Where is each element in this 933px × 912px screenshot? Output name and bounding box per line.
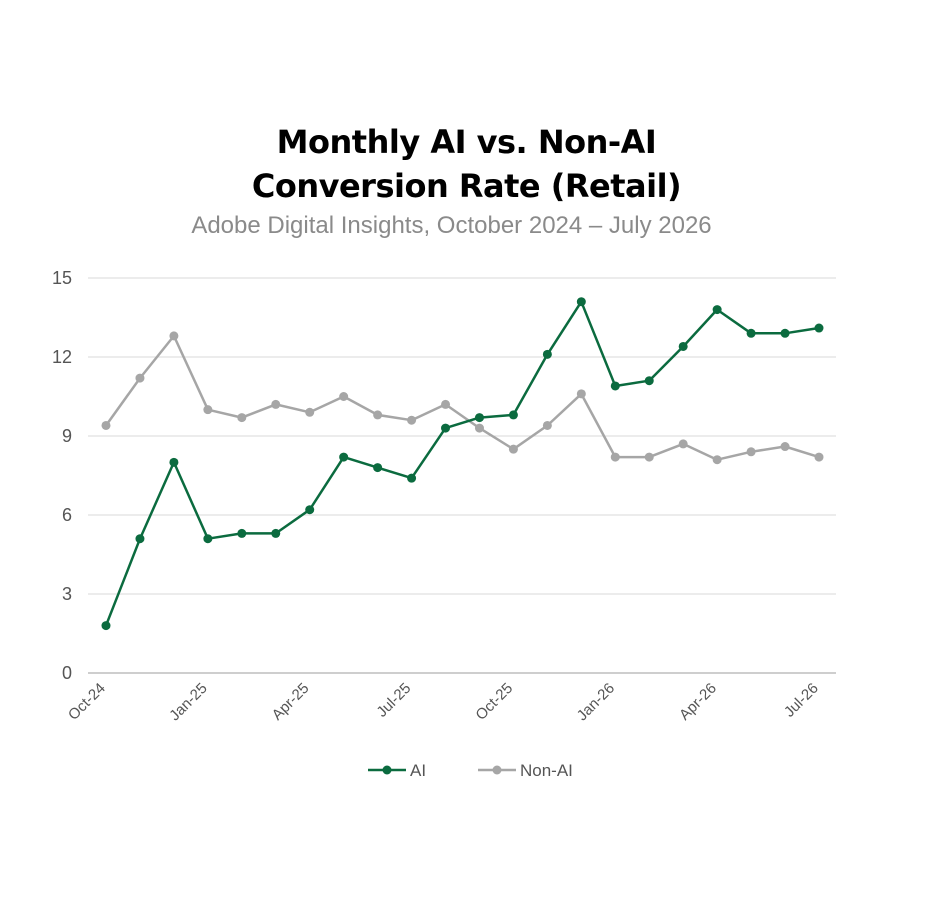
legend-item-non-ai: Non-AI — [478, 761, 573, 780]
x-tick-label: Jul-26 — [781, 680, 822, 721]
data-point-non-ai — [407, 415, 417, 425]
legend-label: AI — [410, 761, 426, 780]
y-axis-ticks: 0 3 6 9 12 15 — [52, 268, 72, 683]
y-tick-label: 6 — [62, 505, 72, 525]
data-point-ai — [101, 621, 111, 631]
data-point-ai — [780, 328, 790, 338]
x-tick-label: Oct-25 — [472, 680, 516, 724]
data-point-non-ai — [305, 407, 315, 417]
y-tick-label: 15 — [52, 268, 72, 288]
series-line-ai — [104, 300, 820, 627]
y-tick-label: 12 — [52, 347, 72, 367]
data-point-non-ai — [271, 399, 281, 409]
legend-swatch-marker — [382, 765, 392, 775]
data-point-non-ai — [610, 452, 620, 462]
data-point-ai — [814, 323, 824, 333]
chart-title: Monthly AI vs. Non-AI Conversion Rate (R… — [0, 120, 933, 208]
data-point-non-ai — [169, 331, 179, 341]
x-tick-label: Apr-26 — [676, 680, 720, 724]
data-point-ai — [339, 452, 349, 462]
data-point-ai — [678, 341, 688, 351]
series-line-non-ai — [104, 334, 820, 461]
data-point-non-ai — [237, 413, 247, 423]
data-point-ai — [474, 413, 484, 423]
x-tick-label: Apr-25 — [269, 680, 313, 724]
data-point-non-ai — [101, 420, 111, 430]
data-point-ai — [746, 328, 756, 338]
data-point-ai — [644, 376, 654, 386]
data-point-non-ai — [542, 420, 552, 430]
x-tick-label: Jan-25 — [166, 680, 210, 724]
chart-title-line-2: Conversion Rate (Retail) — [251, 167, 682, 205]
data-point-non-ai — [135, 373, 145, 383]
data-point-ai — [169, 457, 179, 467]
x-axis-ticks: Oct-24 Jan-25 Apr-25 Jul-25 Oct-25 Jan-26 Apr-… — [65, 680, 822, 724]
y-tick-label: 3 — [62, 584, 72, 604]
x-tick-label: Jan-26 — [574, 680, 618, 724]
data-point-non-ai — [576, 389, 586, 399]
data-point-non-ai — [746, 447, 756, 457]
chart-title-line-1: Monthly AI vs. Non-AI — [276, 123, 657, 161]
series-non-ai — [101, 331, 824, 465]
y-tick-label: 0 — [62, 663, 72, 683]
series-ai — [101, 297, 824, 631]
data-point-non-ai — [508, 444, 518, 454]
data-point-non-ai — [712, 455, 722, 465]
data-point-non-ai — [780, 442, 790, 452]
x-tick-label: Jul-25 — [373, 680, 414, 721]
legend: AI Non-AI — [368, 761, 573, 780]
legend-item-ai: AI — [368, 761, 426, 780]
legend-swatch-marker — [492, 765, 502, 775]
x-tick-label: Oct-24 — [65, 680, 109, 724]
data-point-ai — [712, 305, 722, 315]
data-point-non-ai — [373, 410, 383, 420]
data-point-non-ai — [441, 399, 451, 409]
data-point-non-ai — [644, 452, 654, 462]
data-point-non-ai — [814, 452, 824, 462]
y-tick-label: 9 — [62, 426, 72, 446]
data-point-ai — [135, 534, 145, 544]
data-point-ai — [237, 528, 247, 538]
data-point-ai — [407, 473, 417, 483]
data-point-non-ai — [339, 392, 349, 401]
series-lines — [101, 297, 824, 631]
data-point-non-ai — [203, 405, 213, 415]
legend-label: Non-AI — [520, 761, 573, 780]
data-point-ai — [203, 534, 213, 544]
data-point-ai — [610, 381, 620, 391]
data-point-ai — [373, 463, 383, 473]
data-point-ai — [441, 423, 451, 433]
data-point-non-ai — [678, 439, 688, 449]
data-point-ai — [576, 297, 586, 307]
data-point-ai — [542, 349, 552, 359]
data-point-ai — [305, 505, 315, 515]
data-point-non-ai — [474, 423, 484, 433]
data-point-ai — [508, 410, 518, 420]
data-point-ai — [271, 528, 281, 538]
chart-subtitle: Adobe Digital Insights, October 2024 – J… — [191, 212, 712, 239]
gridlines — [88, 277, 836, 674]
